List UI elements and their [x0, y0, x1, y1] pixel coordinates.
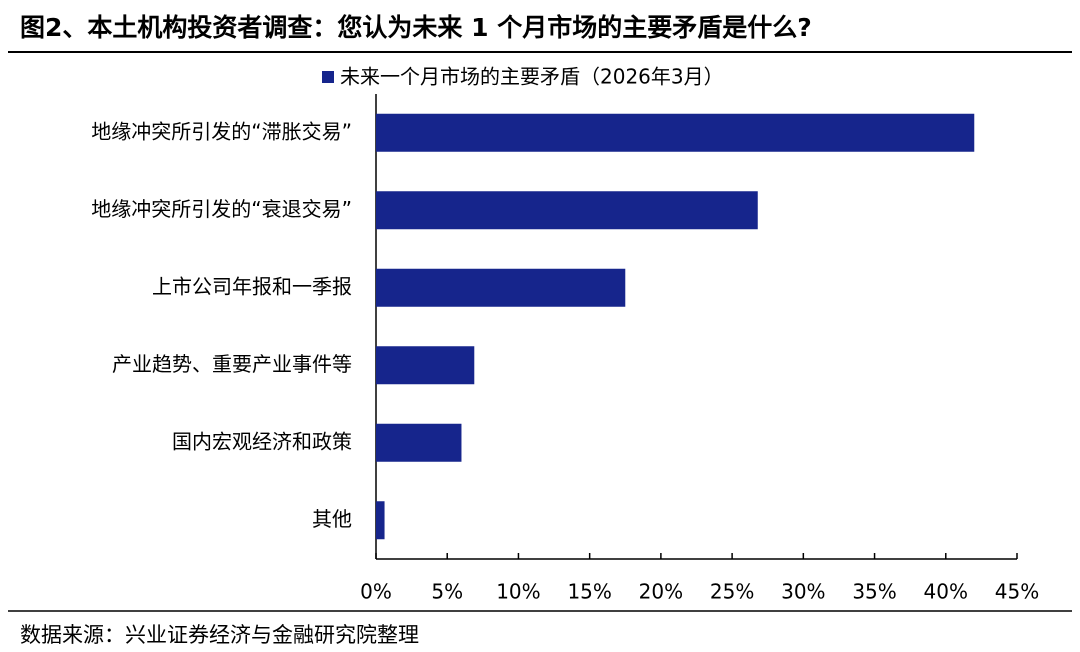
x-tick-label: 20% — [639, 580, 683, 604]
x-tick-label: 25% — [710, 580, 754, 604]
y-tick-label: 上市公司年报和一季报 — [152, 274, 352, 298]
x-tick-label: 40% — [924, 580, 968, 604]
bar — [376, 113, 975, 152]
y-tick-label: 产业趋势、重要产业事件等 — [112, 352, 352, 376]
x-tick-label: 30% — [781, 580, 825, 604]
y-tick-label: 地缘冲突所引发的“衰退交易” — [91, 197, 352, 221]
bar — [376, 423, 462, 462]
x-tick-label: 45% — [995, 580, 1039, 604]
bar — [376, 501, 385, 540]
y-tick-label: 国内宏观经济和政策 — [172, 429, 352, 453]
y-tick-label: 其他 — [312, 507, 352, 531]
bar — [376, 191, 758, 230]
x-tick-label: 5% — [431, 580, 463, 604]
x-tick-label: 35% — [852, 580, 896, 604]
y-tick-label: 地缘冲突所引发的“滞胀交易” — [91, 119, 352, 143]
chart-title: 图2、本土机构投资者调查：您认为未来 1 个月市场的主要矛盾是什么? — [20, 13, 812, 42]
bar — [376, 346, 475, 385]
legend-swatch — [322, 71, 334, 83]
x-tick-label: 0% — [360, 580, 392, 604]
x-tick-label: 15% — [567, 580, 611, 604]
legend-label: 未来一个月市场的主要矛盾（2026年3月） — [340, 65, 724, 89]
x-tick-label: 10% — [496, 580, 540, 604]
bar — [376, 268, 626, 307]
source: 数据来源：兴业证券经济与金融研究院整理 — [20, 623, 419, 647]
